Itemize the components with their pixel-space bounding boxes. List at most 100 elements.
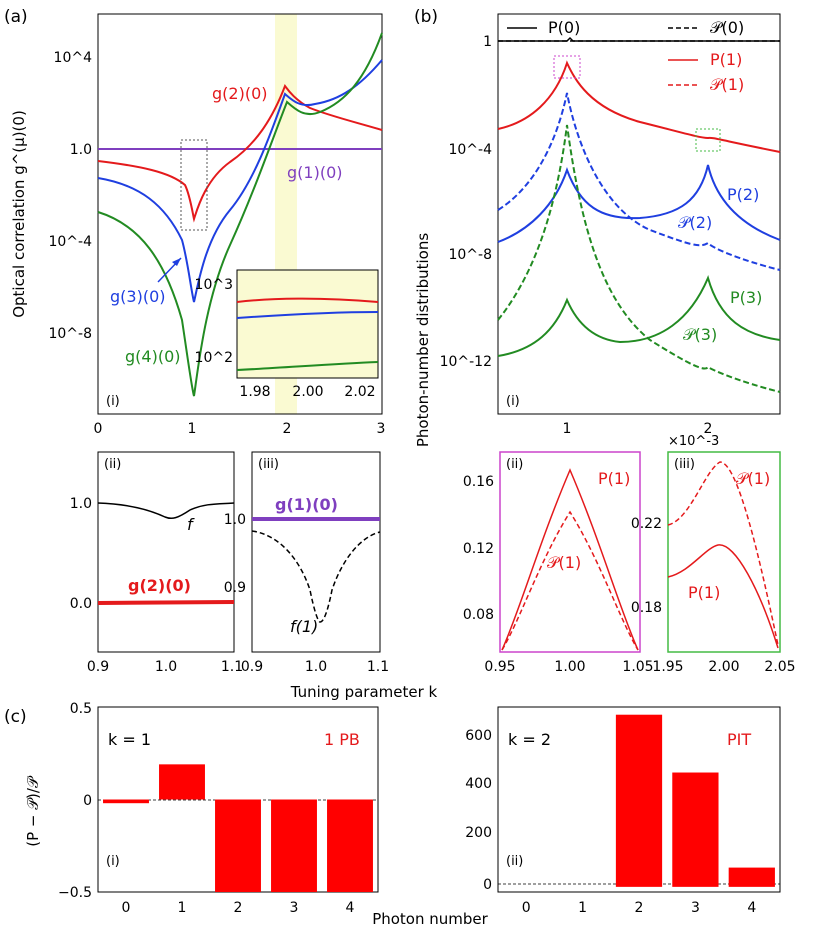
a-ii-frame — [97, 451, 235, 653]
a-ii-xtick-2: 1.1 — [221, 659, 243, 675]
b-iii-xtick-0: 1.95 — [652, 659, 683, 675]
b-ii-ytick-0: 0.16 — [463, 474, 494, 490]
b-ii-ytick-1: 0.12 — [463, 541, 494, 557]
f-label: f — [187, 515, 195, 534]
b-ii-P1-label: P(1) — [598, 469, 630, 488]
b-iii-scale: ×10^-3 — [668, 434, 719, 449]
c-ii-xticks: 0 1 2 3 4 — [522, 900, 757, 916]
panel-c-ii: k = 2 PIT (ii) 600 400 200 0 0 1 2 3 4 — [465, 706, 781, 916]
panel-c-i: k = 1 1 PB (i) 0.5 0 −0.5 0 1 2 3 4 — [58, 701, 379, 916]
legend-Q1: 𝒫(1) — [710, 75, 744, 94]
b-ylabel: Photon-number distributions — [414, 233, 432, 447]
a-ytick-1: 1.0 — [70, 142, 92, 158]
a-ii-ytick-1: 0.0 — [70, 596, 92, 612]
panel-b-letter: (b) — [414, 7, 438, 27]
a-xlabel: Tuning parameter k — [290, 683, 438, 701]
c-ii-ytick-0: 600 — [465, 728, 492, 744]
c-xlabel: Photon number — [372, 910, 488, 928]
c-ii-k-label: k = 2 — [508, 730, 551, 749]
f-curve — [97, 502, 235, 520]
c-ii-xtick-3: 3 — [691, 900, 700, 916]
inset-frame — [236, 269, 379, 379]
g2-label: g(2)(0) — [212, 84, 267, 103]
Q2-label: 𝒫(2) — [678, 213, 712, 232]
c-i-xtick-2: 2 — [234, 900, 243, 916]
c-i-xtick-0: 0 — [122, 900, 131, 916]
g4-curve — [97, 32, 383, 397]
inset-xtick-0: 1.98 — [239, 384, 270, 400]
c-ii-bar-2 — [615, 714, 663, 887]
inset-g4 — [236, 361, 379, 371]
a-iii-xtick-2: 1.1 — [367, 659, 389, 675]
c-i-bar-4 — [327, 799, 373, 892]
b-iii-xtick-2: 2.05 — [764, 659, 795, 675]
P2-curve — [497, 164, 781, 243]
g3-curve — [97, 59, 383, 303]
inset-g2 — [236, 297, 379, 303]
legend-Q0: 𝒫(0) — [710, 18, 744, 37]
b-xtick-1: 2 — [704, 421, 713, 437]
b-ii-label: (ii) — [506, 457, 523, 472]
panel-a-frame — [97, 13, 383, 415]
a-xtick-0: 0 — [94, 421, 103, 437]
a-xtick-1: 1 — [188, 421, 197, 437]
b-iii-label: (iii) — [674, 457, 695, 472]
c-i-k-label: k = 1 — [108, 730, 151, 749]
b-ii-xtick-2: 1.05 — [622, 659, 653, 675]
P1-curve — [497, 60, 781, 153]
a-iii-xtick-0: 0.9 — [241, 659, 263, 675]
a-iii-ytick-0: 1.0 — [224, 512, 246, 528]
a-ii-ytick-0: 1.0 — [70, 496, 92, 512]
a-iii-label: (iii) — [258, 457, 279, 472]
b-i-label: (i) — [506, 394, 520, 409]
c-i-bar-2 — [215, 799, 261, 892]
c-ii-xtick-4: 4 — [747, 900, 756, 916]
a-ii-xtick-1: 1.0 — [155, 659, 177, 675]
panel-a-xticks: 0 1 2 3 — [94, 421, 386, 437]
Q3-curve — [497, 124, 781, 393]
panel-b-ii: (ii) P(1) 𝒫(1) 0.16 0.12 0.08 0.95 1.00 … — [463, 451, 654, 675]
c-ii-bar-3 — [672, 772, 719, 887]
inset-g3 — [236, 311, 379, 319]
inset-ytick-1: 10^2 — [195, 350, 233, 366]
b-ii-xtick-0: 0.95 — [484, 659, 515, 675]
a-xtick-2: 2 — [283, 421, 292, 437]
b-iii-ytick-0: 0.22 — [631, 516, 662, 532]
P3-label: P(3) — [730, 288, 762, 307]
panel-b-main: P(0) 𝒫(0) P(1) 𝒫(1) P(2) 𝒫(2) P(3) 𝒫(3) … — [414, 13, 781, 447]
b-ytick-2: 10^-8 — [448, 247, 492, 263]
b-iii-ytick-1: 0.18 — [631, 600, 662, 616]
a-xtick-3: 3 — [377, 421, 386, 437]
c-i-sub: (i) — [106, 854, 120, 869]
c-ii-bar-4 — [728, 867, 775, 887]
zoom-box — [180, 139, 208, 231]
panel-a-inset: 10^3 10^2 1.98 2.00 2.02 — [195, 269, 379, 400]
c-ii-bars — [615, 714, 775, 887]
legend-P0: P(0) — [548, 18, 580, 37]
b-iii-Q1-label: 𝒫(1) — [736, 469, 770, 488]
panel-a-letter: (a) — [4, 7, 28, 27]
legend-P1: P(1) — [710, 50, 742, 69]
b-main-frame — [497, 13, 781, 415]
a-iii-g1-label: g(1)(0) — [275, 495, 338, 514]
b-iii-P1-label: P(1) — [688, 583, 720, 602]
panel-a-ii: (ii) f g(2)(0) 1.0 0.0 0.9 1.0 1.1 — [70, 451, 243, 675]
b-ytick-3: 10^-12 — [440, 354, 492, 370]
c-i-tag: 1 PB — [324, 730, 360, 749]
c-i-xtick-3: 3 — [290, 900, 299, 916]
a-ii-g2-label: g(2)(0) — [128, 576, 191, 595]
b-zoom-box-2 — [695, 128, 721, 152]
b-iii-xtick-1: 2.00 — [708, 659, 739, 675]
c-ii-xtick-0: 0 — [522, 900, 531, 916]
P3-curve — [497, 275, 781, 357]
panel-a-iii: (iii) g(1)(0) f(1) 1.0 0.9 0.9 1.0 1.1 — [224, 451, 389, 675]
c-ii-xtick-1: 1 — [578, 900, 587, 916]
panel-c-letter: (c) — [4, 707, 27, 727]
g1-label: g(1)(0) — [287, 163, 342, 182]
g3-label: g(3)(0) — [110, 287, 165, 306]
b-ii-Q1 — [501, 510, 639, 651]
g3-arrowhead — [172, 258, 181, 266]
c-i-xtick-1: 1 — [178, 900, 187, 916]
a-ylabel: Optical correlation g^(μ)(0) — [10, 110, 28, 318]
